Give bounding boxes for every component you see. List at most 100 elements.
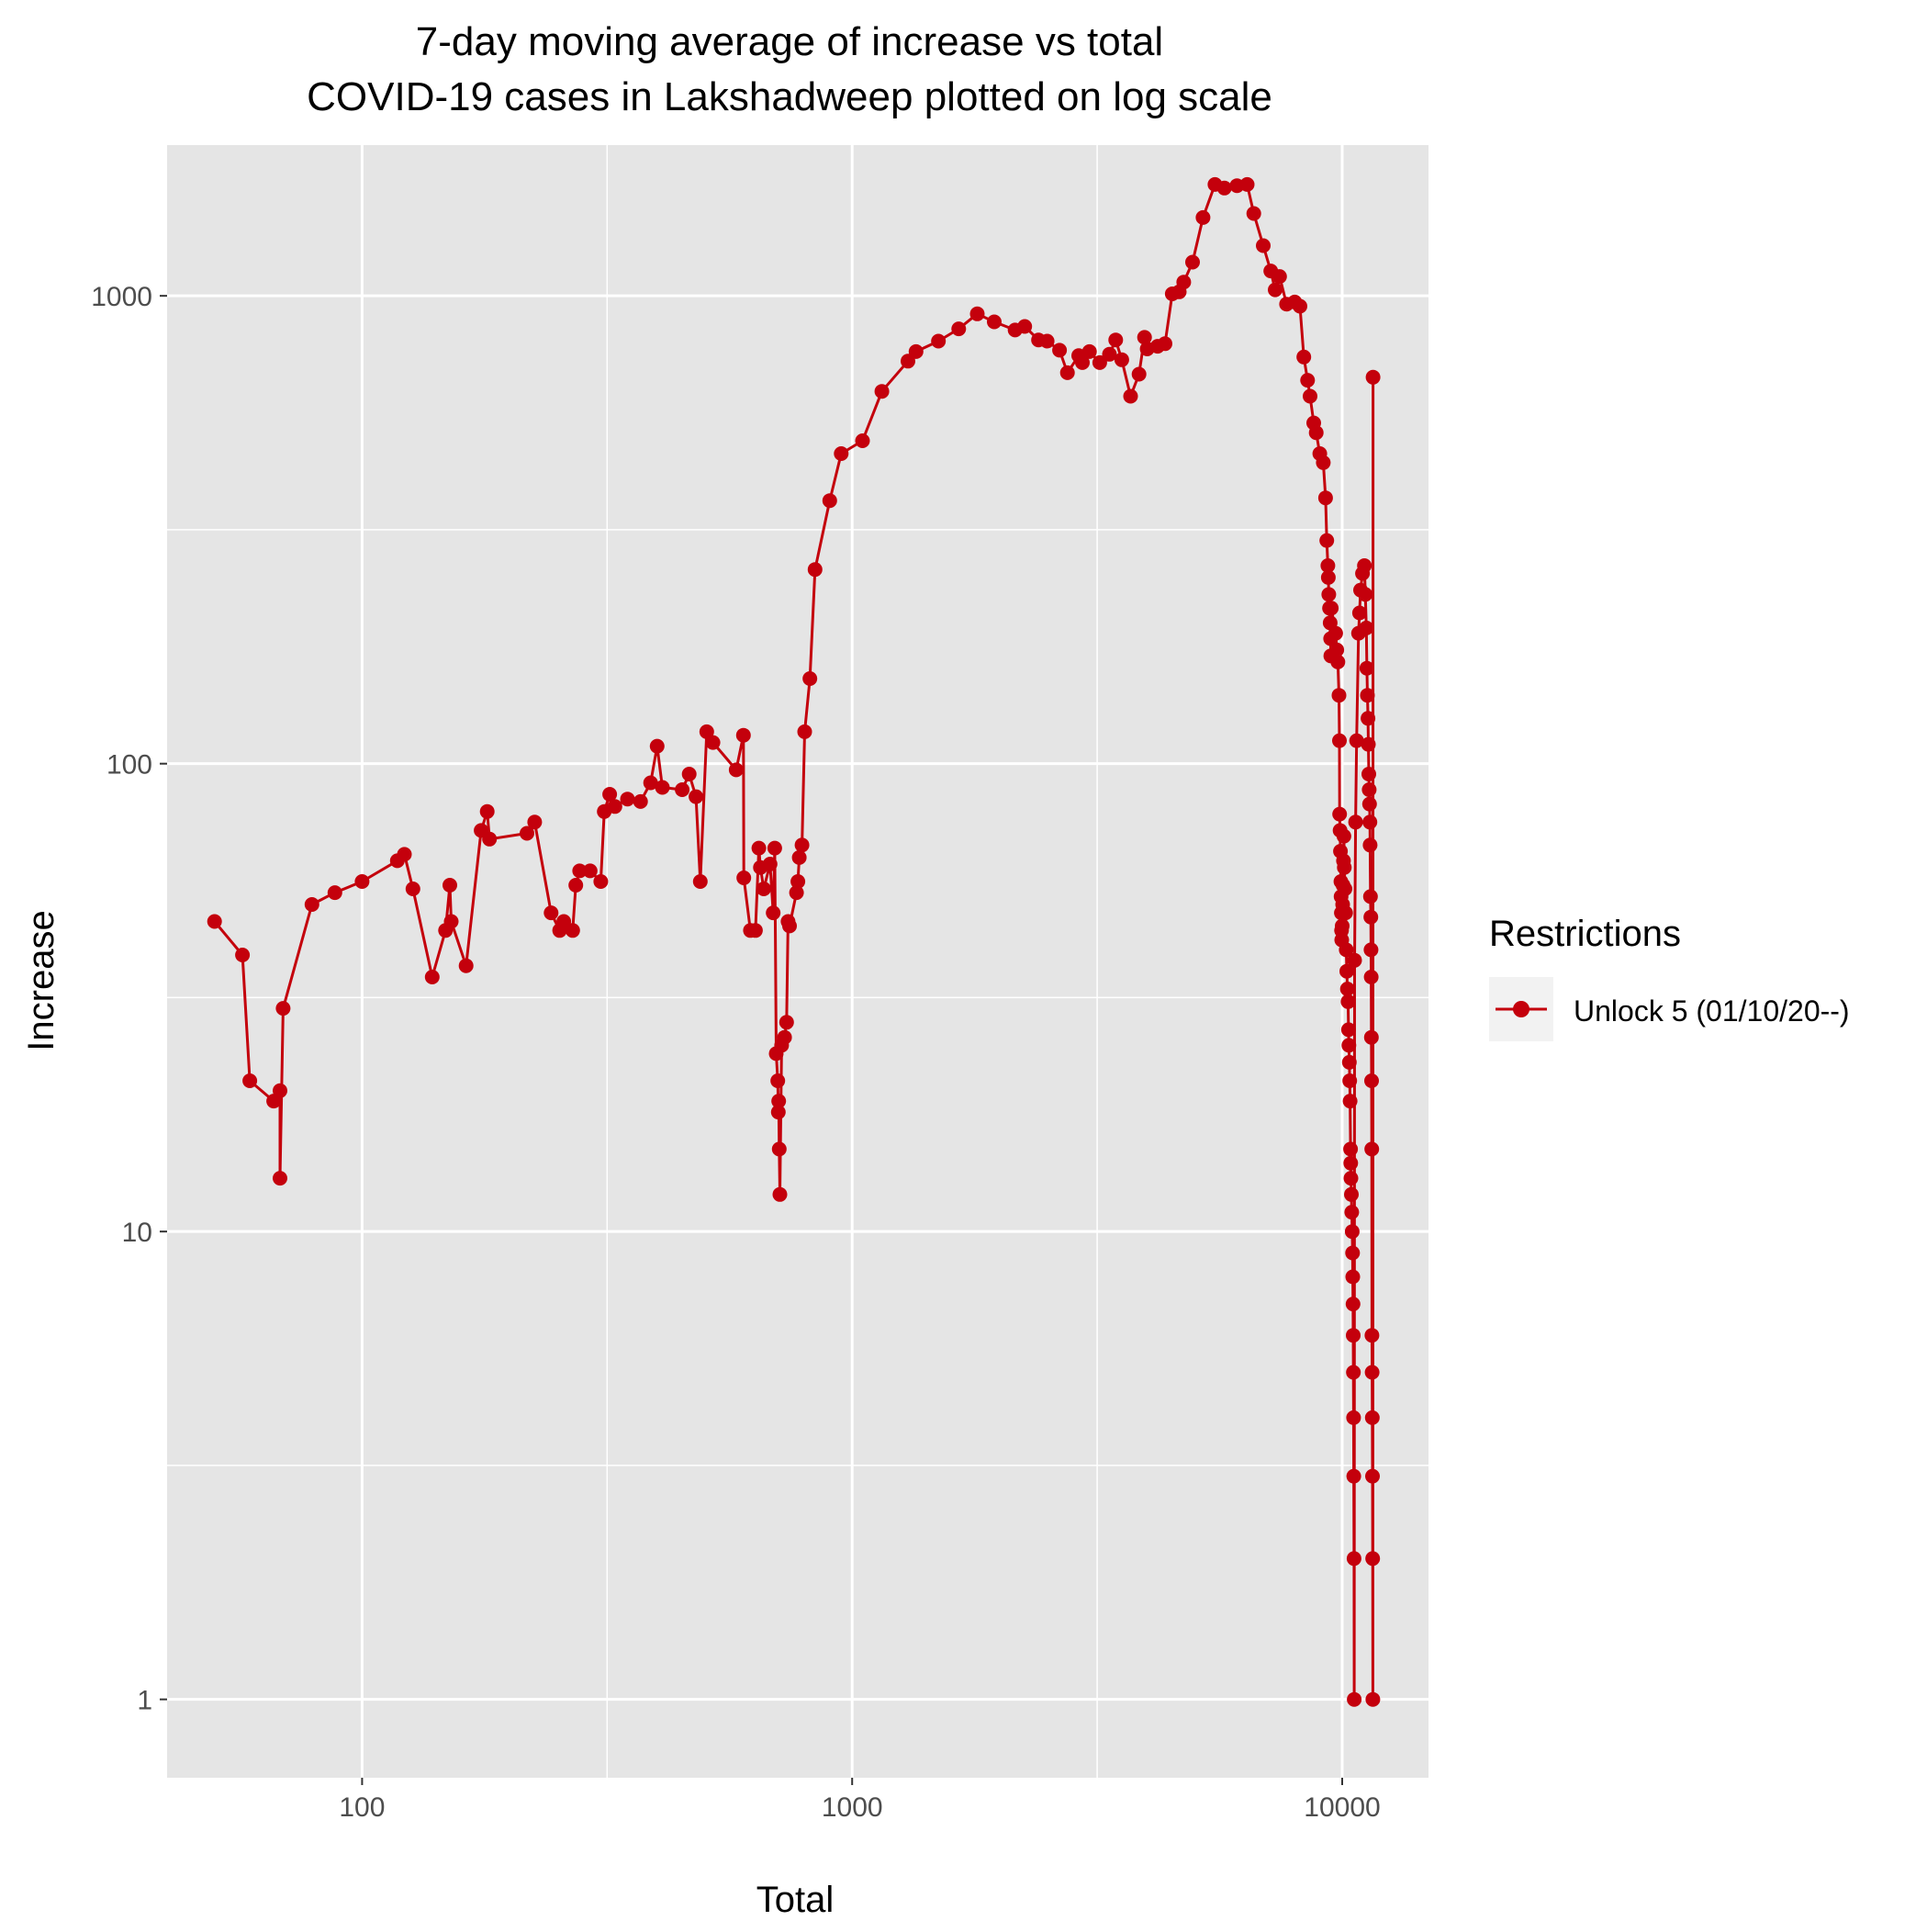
data-point: [802, 671, 818, 686]
data-point: [242, 1073, 258, 1088]
data-point: [747, 923, 763, 938]
data-point: [1339, 942, 1354, 958]
data-point: [1123, 388, 1138, 404]
data-point: [1342, 1073, 1358, 1088]
data-point: [1272, 269, 1287, 285]
data-point: [1300, 373, 1316, 388]
data-point: [1345, 1269, 1361, 1285]
chart-title-line-1: 7-day moving average of increase vs tota…: [416, 19, 1163, 64]
data-point: [1246, 206, 1261, 221]
data-point: [969, 306, 985, 321]
data-point: [643, 775, 658, 791]
data-point: [1360, 688, 1375, 703]
data-point: [424, 970, 440, 984]
data-point: [273, 1083, 287, 1098]
legend-entry-label: Unlock 5 (01/10/20--): [1574, 994, 1850, 1028]
data-point: [790, 874, 806, 889]
data-point: [649, 738, 665, 754]
data-point: [1017, 319, 1033, 334]
data-point: [1335, 918, 1350, 934]
data-point: [1343, 1155, 1359, 1171]
data-point: [1365, 1691, 1381, 1707]
data-point: [1108, 332, 1124, 348]
y-tick-label: 100: [106, 750, 152, 781]
data-point: [1361, 782, 1377, 797]
x-tick-label: 1000: [822, 1792, 883, 1823]
data-point: [931, 333, 947, 349]
data-point: [304, 897, 319, 912]
data-point: [1363, 942, 1379, 958]
data-point: [1365, 1468, 1380, 1484]
data-point: [1324, 601, 1339, 616]
data-point: [1349, 733, 1364, 748]
data-point: [1361, 767, 1376, 781]
data-point: [779, 1015, 794, 1030]
data-point: [354, 874, 370, 889]
data-point: [770, 1105, 786, 1120]
data-point: [1131, 366, 1147, 382]
data-point: [1328, 625, 1343, 641]
data-point: [1362, 837, 1378, 853]
data-point: [1357, 558, 1372, 573]
data-point: [556, 914, 572, 929]
data-point: [1351, 605, 1367, 621]
plot-panel: [167, 145, 1428, 1778]
data-point: [699, 724, 714, 739]
data-point: [1338, 882, 1352, 896]
data-point: [1303, 388, 1317, 404]
data-point: [1341, 1054, 1357, 1070]
data-point: [1345, 1297, 1361, 1312]
data-point: [1216, 180, 1232, 196]
data-point: [1052, 343, 1068, 358]
data-point: [275, 1001, 291, 1017]
data-point: [675, 782, 690, 797]
legend-title: Restrictions: [1489, 914, 1681, 954]
data-point: [705, 735, 721, 750]
data-point: [782, 918, 797, 934]
data-point: [443, 878, 457, 893]
data-point: [770, 1073, 786, 1088]
data-point: [767, 840, 782, 856]
data-point: [1363, 1029, 1379, 1045]
data-point: [1075, 354, 1090, 370]
data-point: [1343, 1141, 1359, 1157]
data-point: [1343, 1171, 1359, 1186]
data-point: [1293, 298, 1307, 314]
x-tick-label: 10000: [1304, 1792, 1380, 1823]
data-point: [1332, 806, 1348, 822]
data-point: [771, 1094, 787, 1109]
x-axis-title: Total: [756, 1880, 835, 1920]
data-point: [1346, 1551, 1361, 1567]
grid-lines: [167, 145, 1428, 1778]
data-point: [1321, 587, 1337, 602]
data-point: [1346, 1468, 1361, 1484]
data-point: [1176, 275, 1192, 290]
data-point: [1331, 688, 1347, 703]
data-point: [1362, 889, 1378, 904]
data-point: [751, 840, 767, 856]
data-point: [1364, 1410, 1380, 1425]
data-point: [582, 863, 598, 879]
data-point: [1363, 909, 1379, 925]
data-point: [1296, 349, 1312, 365]
data-point: [1102, 346, 1117, 362]
data-point: [987, 314, 1002, 330]
data-point: [908, 343, 924, 359]
data-point: [1319, 533, 1335, 548]
data-point: [1344, 1224, 1360, 1240]
data-point: [479, 803, 495, 819]
data-point: [620, 792, 635, 807]
data-point: [1081, 343, 1097, 359]
data-point: [527, 814, 543, 830]
data-point: [1185, 254, 1200, 270]
data-point: [874, 384, 890, 399]
data-point: [1348, 814, 1363, 830]
data-point: [681, 767, 697, 781]
data-point: [1338, 905, 1353, 921]
data-point: [728, 762, 744, 778]
data-point: [1329, 642, 1345, 657]
data-point: [771, 1141, 787, 1157]
data-point: [1059, 365, 1075, 380]
data-point: [1340, 1022, 1356, 1038]
data-point: [572, 863, 588, 879]
